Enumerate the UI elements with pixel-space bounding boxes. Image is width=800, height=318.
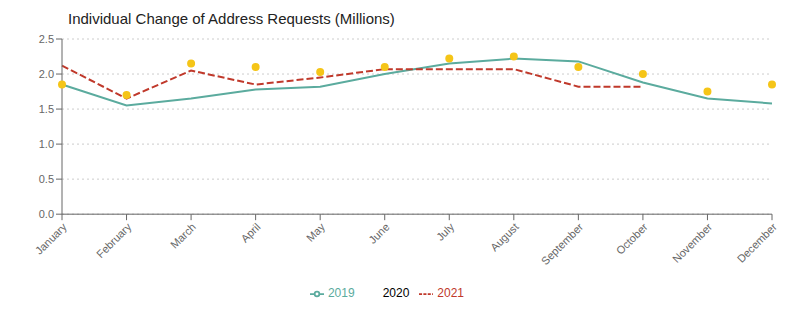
svg-text:February: February [94,220,134,260]
html-text:2019: 2019 [327,286,355,301]
svg-text:March: March [168,221,198,251]
svg-text:April: April [239,221,263,245]
svg-text:2.0: 2.0 [39,68,54,80]
svg-text:October: October [614,220,650,256]
svg-text:September: September [539,220,586,267]
svg-text:1.0: 1.0 [39,138,54,150]
html-text:2020: 2020 [382,286,410,301]
svg-text:December: December [735,220,780,265]
svg-text:1.5: 1.5 [39,103,54,115]
html-text:2021: 2021 [437,286,464,301]
html-text:Individual Change of Address R: Individual Change of Address Requests (M… [68,10,395,27]
svg-text:November: November [670,220,715,265]
svg-text:May: May [304,220,328,244]
svg-text:0.0: 0.0 [39,208,54,220]
svg-text:July: July [434,220,457,243]
svg-text:2.5: 2.5 [39,33,54,45]
svg-text:January: January [33,220,70,257]
svg-text:August: August [488,221,521,254]
svg-text:0.5: 0.5 [39,173,54,185]
svg-text:June: June [366,221,391,246]
